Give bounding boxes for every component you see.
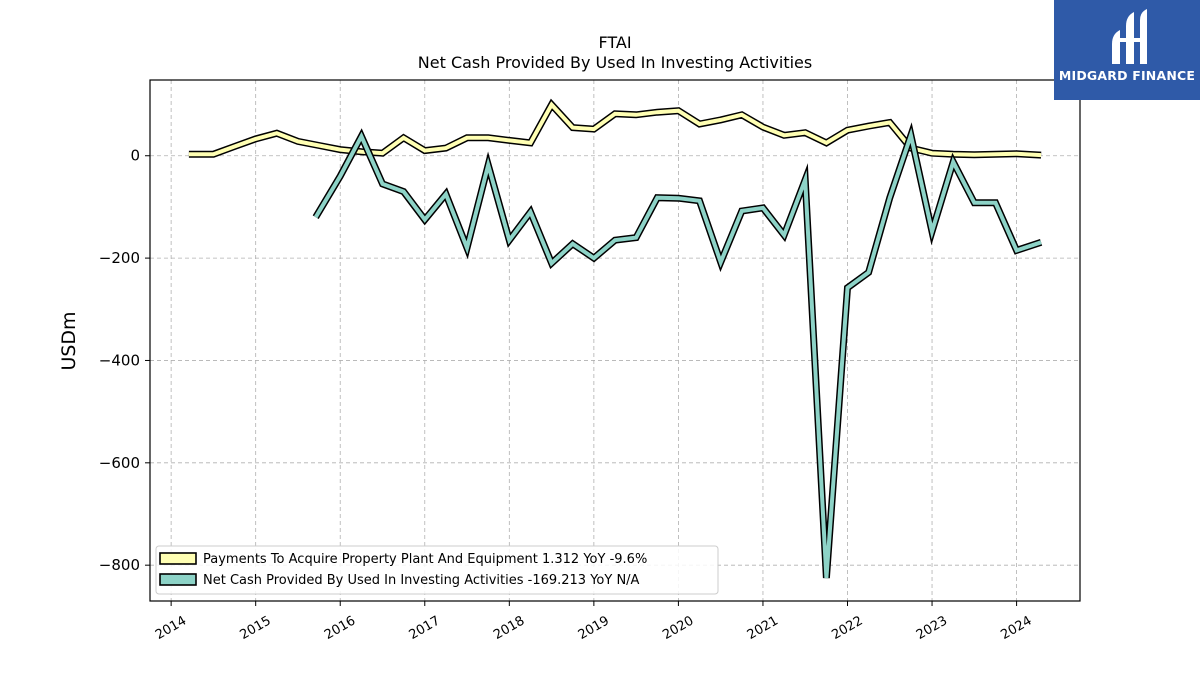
- x-tick-label: 2017: [407, 613, 443, 643]
- legend-swatch: [159, 552, 197, 565]
- legend-label: Payments To Acquire Property Plant And E…: [203, 552, 647, 567]
- legend-box: [155, 545, 719, 595]
- y-tick-label: −200: [99, 249, 140, 267]
- grid: [150, 80, 1080, 601]
- y-tick-label: −800: [99, 556, 140, 574]
- plot-frame: [149, 79, 1081, 602]
- y-tick-label: −600: [99, 454, 140, 472]
- y-tick-label: −400: [99, 351, 140, 369]
- x-tick-label: 2018: [491, 613, 527, 643]
- y-tick-label: 0: [130, 147, 140, 165]
- series-2-line: [313, 127, 1042, 579]
- x-tick-label: 2022: [829, 613, 865, 643]
- y-axis-label: USDm: [58, 311, 80, 370]
- series-1-line: [188, 101, 1042, 158]
- legend: Payments To Acquire Property Plant And E…: [155, 545, 719, 595]
- x-tick-label: 2014: [153, 613, 189, 643]
- series-layer: [188, 98, 1043, 579]
- logo-mark-icon: [1112, 9, 1147, 64]
- x-tick-label: 2021: [745, 613, 781, 643]
- x-tick-label: 2016: [322, 613, 358, 643]
- x-tick-label: 2015: [238, 613, 274, 643]
- x-tick-label: 2019: [576, 613, 612, 643]
- legend-swatch: [159, 573, 197, 586]
- chart-title: FTAI: [598, 33, 631, 52]
- chart-subtitle: Net Cash Provided By Used In Investing A…: [418, 53, 812, 72]
- x-tick-label: 2020: [660, 613, 696, 643]
- logo-text: MIDGARD FINANCE: [1058, 68, 1196, 83]
- brand-logo: MIDGARD FINANCE: [1054, 0, 1200, 100]
- x-tick-label: 2024: [998, 613, 1034, 643]
- legend-label: Net Cash Provided By Used In Investing A…: [203, 573, 640, 588]
- x-tick-label: 2023: [914, 613, 950, 643]
